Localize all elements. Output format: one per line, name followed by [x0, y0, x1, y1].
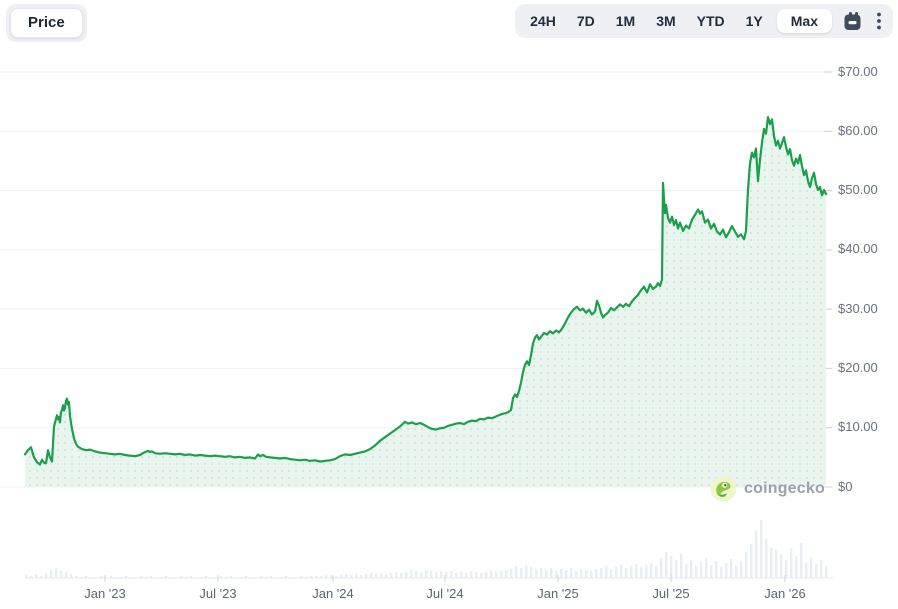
tab-price[interactable]: Price	[10, 8, 83, 38]
metric-tab-group: Price	[6, 4, 87, 42]
coingecko-watermark: coingecko	[710, 475, 825, 502]
range-ytd[interactable]: YTD	[690, 9, 732, 33]
x-axis-label: Jul '25	[652, 586, 690, 601]
y-axis-label: $50.00	[838, 182, 878, 197]
calendar-icon	[844, 11, 861, 30]
coingecko-wordmark: coingecko	[744, 479, 825, 497]
range-max[interactable]: Max	[776, 9, 832, 33]
x-axis-label: Jan '23	[84, 586, 126, 601]
x-axis-label: Jul '24	[426, 586, 464, 601]
y-axis-label: $0	[838, 479, 853, 494]
range-24h[interactable]: 24H	[523, 9, 563, 33]
y-axis-label: $40.00	[838, 241, 878, 256]
x-axis-label: Jan '25	[537, 586, 579, 601]
y-axis-label: $70.00	[838, 64, 878, 79]
x-axis-label: Jul '23	[199, 586, 237, 601]
range-3m[interactable]: 3M	[649, 9, 682, 33]
kebab-menu-icon	[877, 12, 881, 30]
y-axis-label: $60.00	[838, 123, 878, 138]
y-axis-label: $30.00	[838, 301, 878, 316]
coingecko-gecko-icon	[710, 475, 737, 502]
y-axis-label: $20.00	[838, 360, 878, 375]
range-selector: 24H 7D 1M 3M YTD 1Y Max	[515, 4, 893, 38]
range-7d[interactable]: 7D	[570, 9, 602, 33]
x-axis-label: Jan '26	[764, 586, 806, 601]
calendar-button[interactable]	[839, 9, 866, 34]
range-1y[interactable]: 1Y	[739, 9, 770, 33]
x-axis-label: Jan '24	[312, 586, 354, 601]
more-options-button[interactable]	[873, 9, 885, 33]
range-1m[interactable]: 1M	[609, 9, 642, 33]
y-axis-label: $10.00	[838, 419, 878, 434]
